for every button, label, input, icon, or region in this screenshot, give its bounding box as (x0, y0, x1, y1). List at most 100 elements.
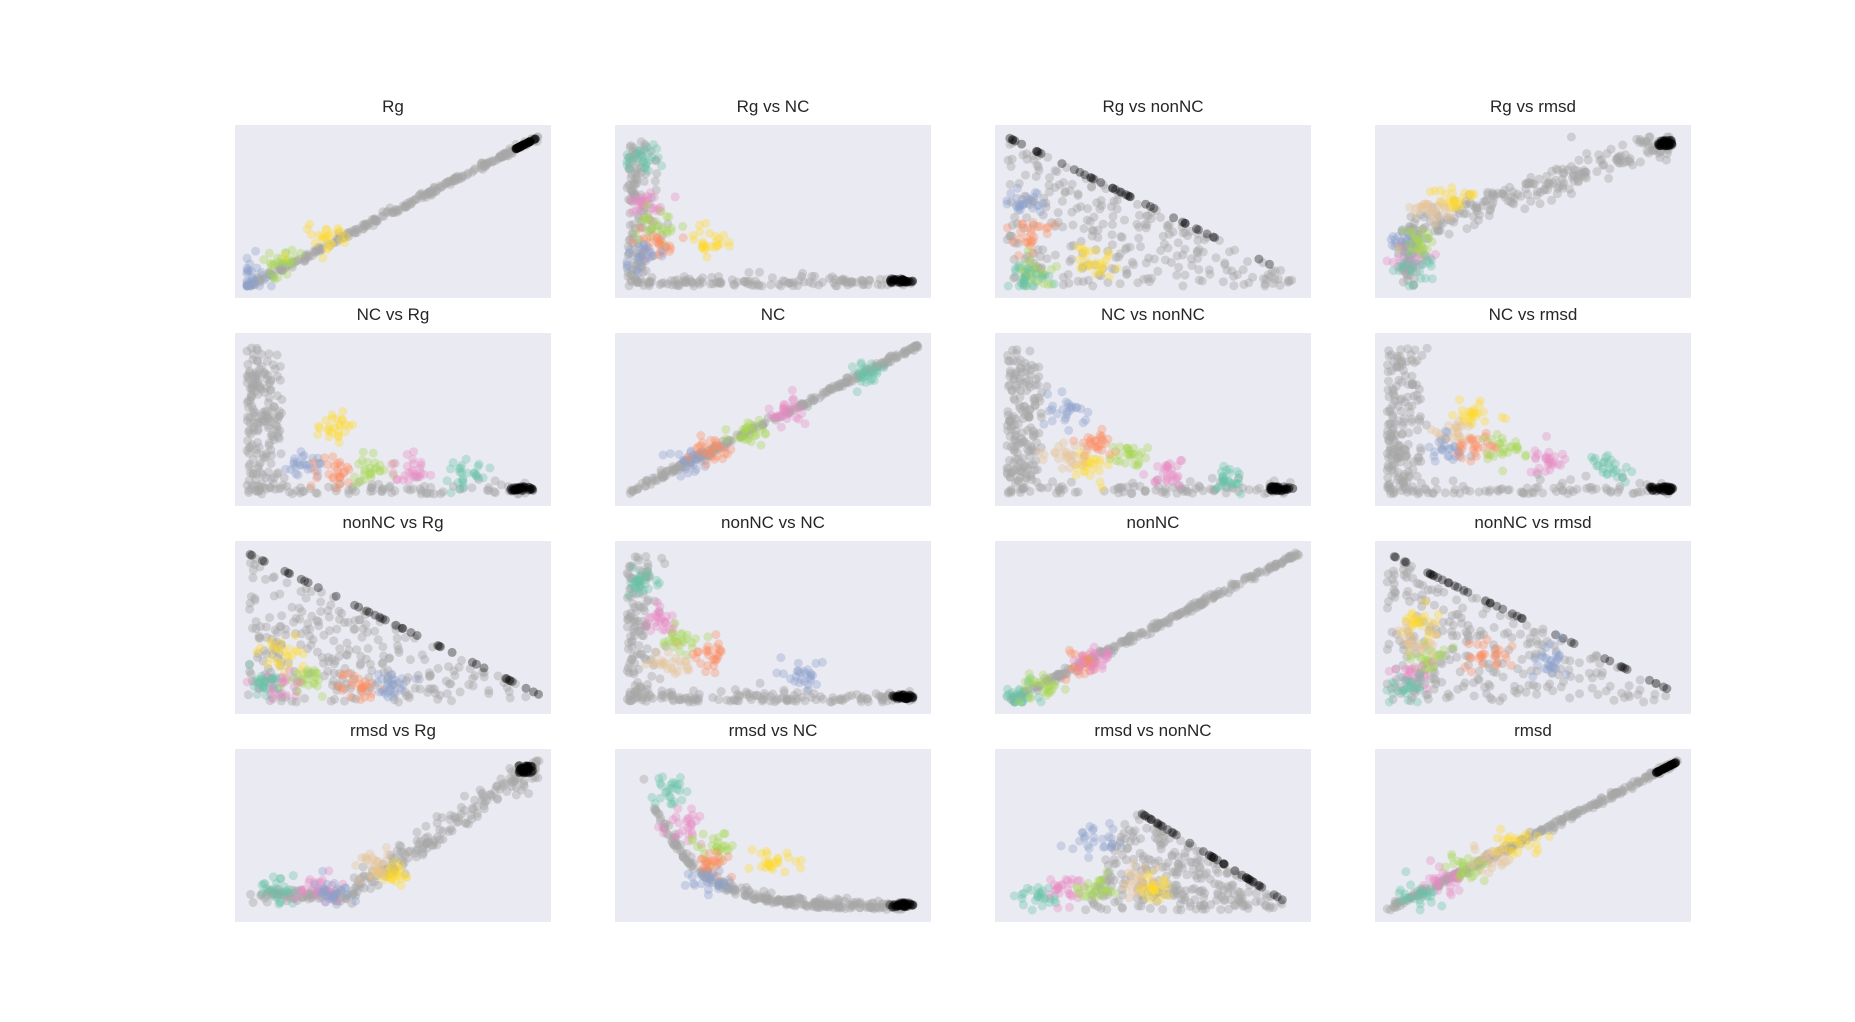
gray-point (512, 144, 522, 154)
gray-point (1487, 201, 1496, 211)
gray-point (1529, 488, 1539, 498)
gray-point (1036, 264, 1046, 274)
gray-point (1126, 631, 1136, 640)
gray-point (1132, 199, 1142, 209)
gray-point (257, 479, 267, 488)
gray-point (1021, 271, 1031, 281)
blue-cluster-point (641, 244, 651, 254)
gray-point (892, 350, 902, 360)
yellow-cluster-point (1107, 452, 1116, 462)
gray-point (698, 447, 708, 457)
black-point (1117, 188, 1126, 197)
gray-point (646, 146, 656, 156)
gray-point (384, 483, 394, 493)
gray-point (797, 272, 807, 281)
gray-point (1211, 591, 1221, 601)
gray-point (441, 179, 450, 189)
gray-point (242, 446, 252, 456)
blue-cluster-point (1437, 443, 1447, 453)
gray-point (532, 136, 542, 146)
gray-point (494, 153, 504, 163)
blue-cluster-point (689, 450, 698, 460)
gray-point (1100, 651, 1110, 660)
gray-point (1227, 482, 1236, 492)
gray-point (329, 592, 338, 602)
gray-point (675, 695, 685, 704)
gray-point (1116, 232, 1126, 241)
gray-point (1465, 625, 1475, 635)
black-point (1661, 138, 1671, 148)
gray-point (270, 413, 280, 423)
gray-point (668, 466, 678, 476)
orange-cluster-point (1097, 424, 1107, 434)
gray-point (242, 346, 252, 356)
pink-cluster-point (387, 459, 397, 469)
green-cluster-point (269, 260, 279, 270)
teal-cluster-point (1019, 278, 1029, 288)
gray-point (1078, 262, 1088, 272)
orange-cluster-point (343, 462, 352, 472)
gray-point (1469, 220, 1479, 230)
yellow-cluster-point (1112, 263, 1122, 273)
yellow-cluster-point (287, 651, 297, 661)
gray-point (1382, 465, 1392, 475)
gray-point (248, 355, 258, 365)
gray-point (633, 616, 643, 626)
teal-cluster-point (634, 588, 644, 598)
gray-point (244, 443, 254, 453)
pink-cluster-point (1541, 467, 1550, 476)
gray-point (1384, 435, 1394, 445)
orange-cluster-point (1089, 665, 1099, 675)
gray-point (250, 481, 260, 491)
gray-point (1569, 171, 1579, 181)
gray-point (484, 686, 494, 695)
black-point (1266, 482, 1276, 492)
gray-point (250, 387, 260, 397)
orange-cluster-point (655, 247, 665, 256)
yellow-cluster-point (694, 220, 704, 230)
yellow-cluster-point (711, 237, 721, 247)
gray-point (835, 276, 845, 286)
gray-point (1513, 664, 1523, 674)
gray-point (1389, 489, 1399, 498)
orange-cluster-point (356, 683, 366, 693)
gray-point (1601, 483, 1611, 493)
blue-cluster-point (1062, 410, 1072, 419)
yellow-cluster-point (711, 231, 720, 241)
gray-point (1527, 487, 1537, 497)
black-point (514, 142, 524, 152)
gray-point (256, 482, 266, 492)
gray-point (1463, 629, 1472, 639)
gray-point (1003, 155, 1013, 165)
blue-cluster-point (657, 246, 667, 256)
gray-point (1200, 595, 1210, 605)
gray-point (1261, 274, 1271, 284)
gray-point (631, 168, 641, 178)
gray-point (1053, 208, 1063, 218)
pink-cluster-point (277, 678, 287, 688)
gray-point (1493, 485, 1503, 495)
panel-title: nonNC vs rmsd (1474, 513, 1592, 532)
gray-point (884, 353, 894, 363)
gray-point (518, 486, 528, 496)
orange-cluster-point (1492, 443, 1502, 453)
gray-point (435, 181, 445, 191)
gray-point (628, 197, 637, 207)
orange-cluster-point (1453, 449, 1463, 459)
gray-point (1031, 456, 1041, 466)
pink-cluster-point (1560, 454, 1570, 464)
gray-point (268, 432, 278, 442)
green-cluster-point (658, 223, 667, 233)
gray-point (404, 690, 414, 700)
orange-cluster-point (1014, 234, 1024, 244)
gray-point (1516, 191, 1526, 201)
gray-point (1551, 647, 1561, 656)
gray-point (1009, 458, 1019, 468)
gray-point (888, 352, 898, 362)
teal-cluster-point (1610, 459, 1620, 469)
yellow-cluster-point (265, 636, 275, 646)
gray-point (1453, 609, 1463, 619)
gray-point (388, 207, 398, 217)
green-cluster-point (354, 459, 364, 469)
tan-cluster-point (683, 662, 693, 672)
